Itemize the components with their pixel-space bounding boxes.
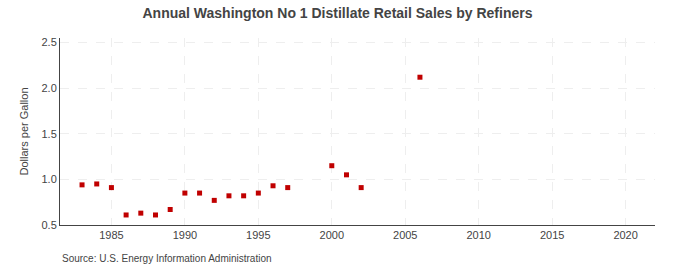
svg-text:2.5: 2.5: [42, 36, 57, 48]
svg-text:1.0: 1.0: [42, 173, 57, 185]
svg-text:1990: 1990: [173, 229, 197, 241]
svg-text:2000: 2000: [320, 229, 344, 241]
svg-text:2010: 2010: [466, 229, 490, 241]
svg-text:2015: 2015: [540, 229, 564, 241]
svg-text:0.5: 0.5: [42, 219, 57, 231]
svg-text:Source: U.S. Energy Informatio: Source: U.S. Energy Information Administ…: [62, 253, 272, 264]
svg-text:1.5: 1.5: [42, 128, 57, 140]
svg-text:1985: 1985: [99, 229, 123, 241]
svg-text:2.0: 2.0: [42, 82, 57, 94]
svg-text:1995: 1995: [246, 229, 270, 241]
svg-text:Annual Washington No 1 Distill: Annual Washington No 1 Distillate Retail…: [142, 5, 532, 21]
svg-text:2020: 2020: [613, 229, 637, 241]
svg-text:Dollars per Gallon: Dollars per Gallon: [18, 87, 30, 175]
svg-text:2005: 2005: [393, 229, 417, 241]
